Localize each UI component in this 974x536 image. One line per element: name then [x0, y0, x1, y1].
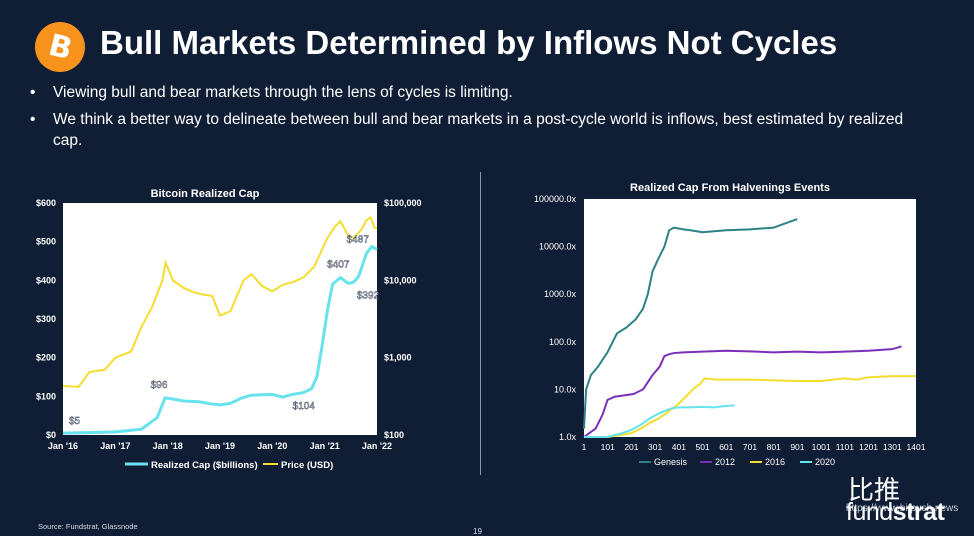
left-axis-tick: $600 — [36, 198, 56, 208]
series-line-2016 — [584, 375, 916, 438]
fundstrat-logo: fundstrat — [846, 498, 945, 527]
series-line-2012 — [583, 345, 902, 438]
source-note: Source: Fundstrat, Glassnode — [38, 522, 138, 531]
x-axis-tick: 1301 — [883, 442, 902, 452]
left-axis-tick: $500 — [36, 237, 56, 247]
x-axis-tick: 1 — [582, 442, 587, 452]
bullet-dot-icon: • — [30, 111, 36, 128]
bitcoin-logo-icon: B — [35, 22, 85, 72]
x-axis-tick: 901 — [790, 442, 804, 452]
bullet-text: Viewing bull and bear markets through th… — [53, 84, 513, 101]
data-label: $5 — [69, 416, 81, 427]
x-axis-tick: 701 — [743, 442, 757, 452]
y-axis-tick: 1000.0x — [544, 289, 577, 299]
realized-cap-line — [62, 244, 378, 435]
data-label: $392 — [357, 290, 380, 301]
series-line-2020 — [584, 404, 736, 438]
x-axis-tick: 401 — [672, 442, 686, 452]
data-label: $104 — [293, 401, 316, 412]
left-axis-tick: $400 — [36, 275, 56, 285]
x-axis-tick: 201 — [624, 442, 638, 452]
trend-arrow — [733, 389, 890, 407]
question-annotation: ? — [794, 409, 801, 421]
left-axis-tick: $100 — [36, 391, 56, 401]
bullet-text: We think a better way to delineate betwe… — [53, 111, 904, 149]
y-axis-tick: 1.0x — [559, 432, 577, 442]
data-label: $487 — [347, 235, 370, 246]
left-axis-tick: $0 — [46, 430, 56, 440]
x-axis-tick: 1101 — [836, 442, 855, 452]
chart1-legend: Realized Cap ($billions) Price (USD) — [125, 460, 333, 471]
x-axis-tick: Jan '16 — [48, 441, 78, 451]
legend-label: Genesis — [654, 457, 688, 467]
realized-cap-chart: Bitcoin Realized Cap $0 $100 $200 $300 $400 $… — [36, 188, 422, 471]
bullet-item: • We think a better way to delineate bet… — [30, 109, 930, 151]
bullet-item: • Viewing bull and bear markets through … — [30, 82, 930, 103]
page-number: 19 — [473, 527, 482, 536]
x-axis-tick: 1001 — [812, 442, 831, 452]
x-axis-tick: 101 — [601, 442, 615, 452]
x-axis-tick: Jan '17 — [100, 441, 130, 451]
data-label: $96 — [151, 380, 168, 391]
watermark-url: https://www.bitpush.news — [846, 503, 959, 514]
chart2-legend: Genesis 2012 2016 2020 — [639, 457, 835, 467]
data-label: $407 — [327, 260, 350, 271]
series-line-genesis — [583, 218, 798, 429]
y-axis-tick: 10000.0x — [539, 242, 577, 252]
bullet-dot-icon: • — [30, 84, 36, 101]
x-axis-tick: 501 — [695, 442, 709, 452]
x-axis-tick: Jan '21 — [310, 441, 340, 451]
right-axis-tick: $100,000 — [384, 198, 422, 208]
x-axis-tick: 601 — [719, 442, 733, 452]
x-axis-tick: Jan '22 — [362, 441, 392, 451]
y-axis-tick: 100.0x — [549, 337, 577, 347]
brand-suffix: strat — [892, 498, 945, 526]
chart1-plot-area — [63, 203, 377, 435]
watermark-text: 比推 — [848, 476, 901, 506]
right-axis-tick: $100 — [384, 430, 404, 440]
y-axis-tick: 10.0x — [554, 384, 577, 394]
halvening-chart: Realized Cap From Halvenings Events 1.0x… — [534, 182, 926, 467]
legend-label-realized-cap: Realized Cap ($billions) — [151, 460, 258, 471]
right-axis-tick: $1,000 — [384, 353, 412, 363]
chart1-title: Bitcoin Realized Cap — [151, 188, 260, 200]
bullet-list: • Viewing bull and bear markets through … — [30, 82, 930, 157]
x-axis-tick: 801 — [767, 442, 781, 452]
brand-prefix: fund — [846, 498, 893, 526]
price-line — [62, 215, 378, 388]
legend-label: 2020 — [815, 457, 835, 467]
y-axis-tick: 100000.0x — [534, 194, 577, 204]
legend-label: 2012 — [715, 457, 735, 467]
left-axis-tick: $300 — [36, 314, 56, 324]
x-axis-tick: Jan '19 — [205, 441, 235, 451]
x-axis-tick: 1201 — [859, 442, 878, 452]
chart2-title: Realized Cap From Halvenings Events — [630, 182, 830, 194]
x-axis-tick: 1401 — [907, 442, 926, 452]
right-axis-tick: $10,000 — [384, 275, 417, 285]
chart2-plot-area — [584, 199, 916, 437]
page-title: Bull Markets Determined by Inflows Not C… — [100, 24, 838, 61]
legend-label-price: Price (USD) — [281, 460, 333, 471]
legend-label: 2016 — [765, 457, 785, 467]
divider — [480, 172, 481, 475]
x-axis-tick: Jan '18 — [153, 441, 183, 451]
x-axis-tick: 301 — [648, 442, 662, 452]
x-axis-tick: Jan '20 — [257, 441, 287, 451]
left-axis-tick: $200 — [36, 353, 56, 363]
